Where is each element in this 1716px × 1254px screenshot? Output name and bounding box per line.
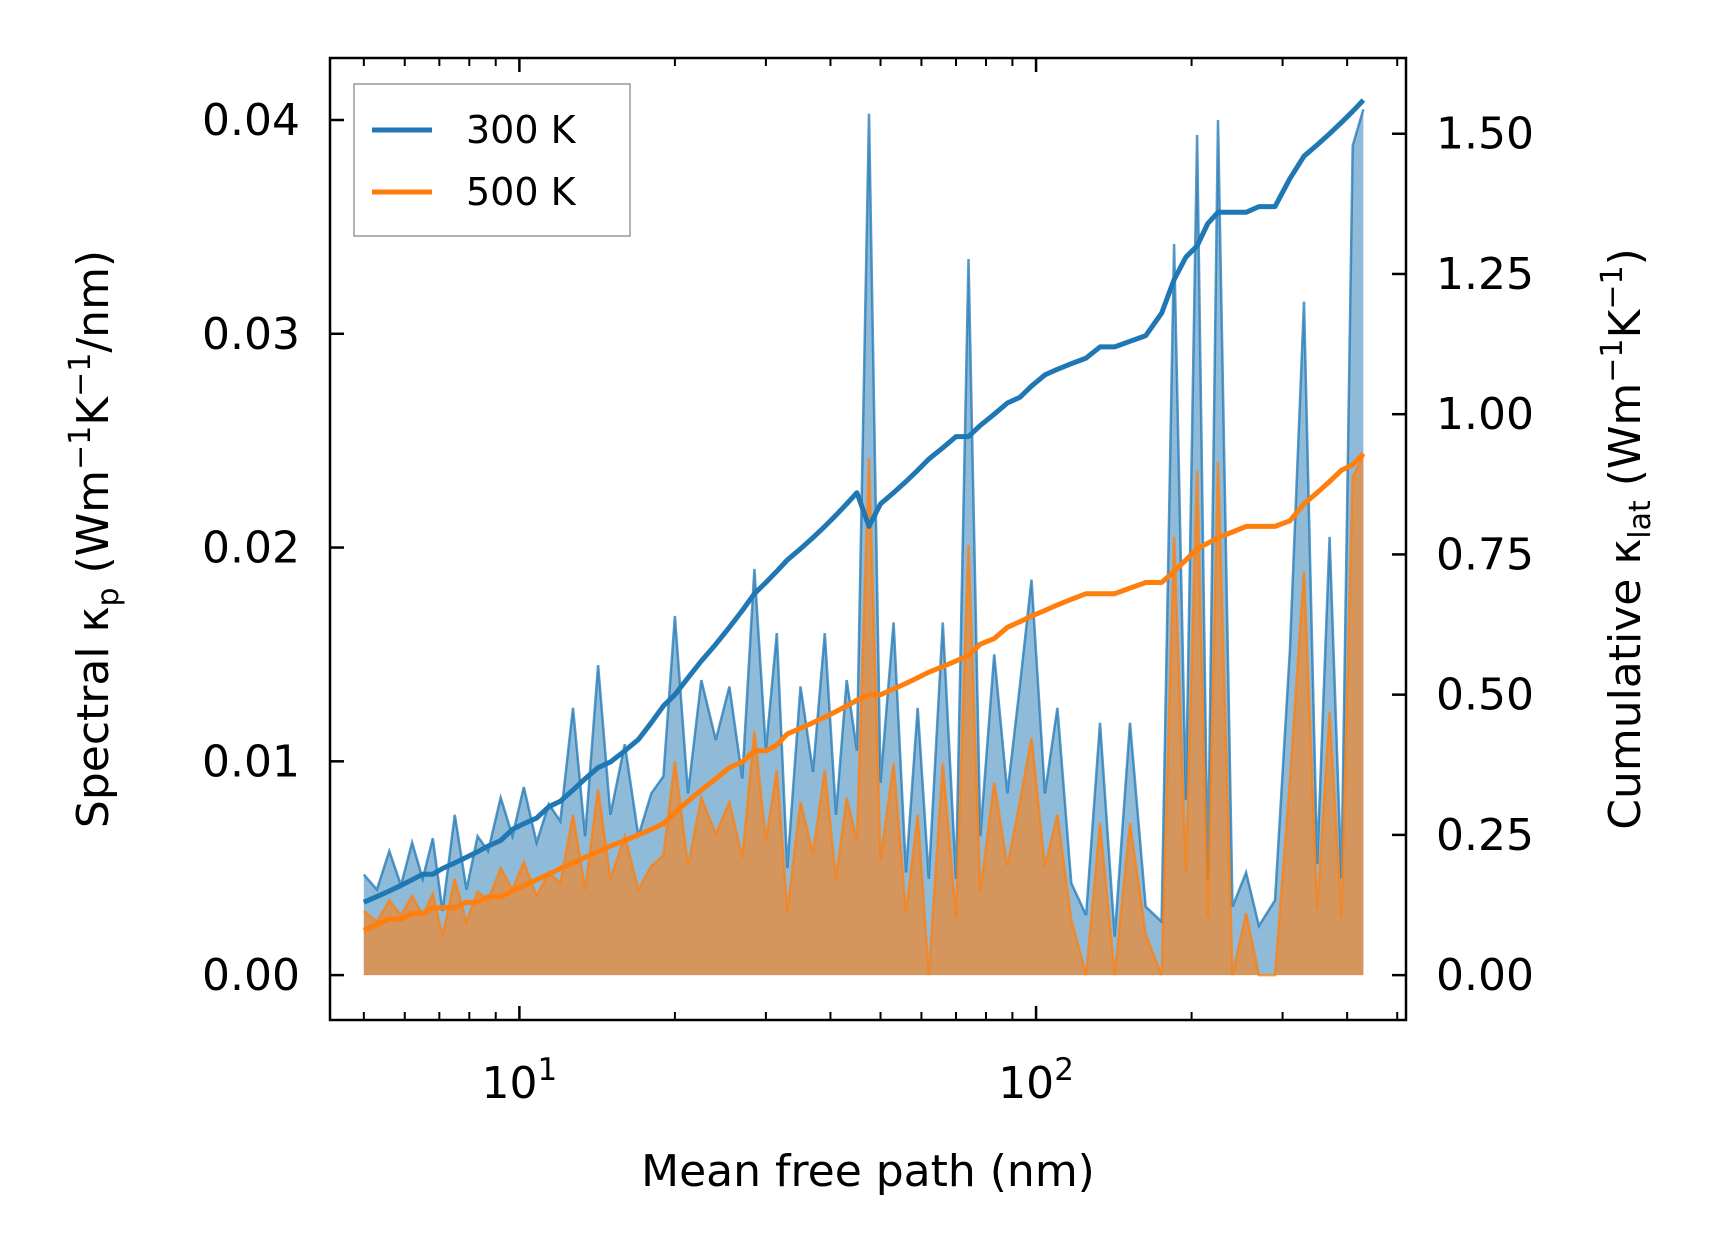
left-y-tick-label: 0.02 (202, 523, 300, 574)
plot-frame (328, 56, 1408, 1022)
cumulative-line-300-k (362, 98, 1366, 905)
cumulative-line-500-k (362, 451, 1366, 933)
right-y-tick-label: 0.25 (1436, 810, 1534, 861)
left-y-tick-label: 0.03 (202, 309, 300, 360)
plot-area (362, 98, 1366, 977)
right-y-tick-label: 1.00 (1436, 389, 1534, 440)
legend-label-500-k: 500 K (466, 170, 577, 214)
right-y-tick-label: 1.25 (1436, 249, 1534, 300)
left-y-tick-label: 0.01 (202, 736, 300, 787)
left-y-tick-label: 0.04 (202, 95, 300, 146)
legend-box (353, 83, 631, 237)
axes: 0.00 0.01 0.02 0.03 0.04 0.00 0.25 0.50 0.75 1.00… (202, 56, 1534, 1109)
left-y-axis-label: Spectral κp (Wm−1K−1/nm) (63, 250, 126, 828)
right-y-tick-label: 1.50 (1436, 109, 1534, 160)
legend: 300 K 500 K (353, 83, 631, 237)
right-y-axis-label: Cumulative κlat (Wm−1K−1) (1595, 248, 1658, 830)
spectral-line-300-k (362, 108, 1365, 937)
right-y-tick-label: 0.50 (1436, 670, 1534, 721)
right-y-tick-label: 0.00 (1436, 950, 1534, 1001)
x-axis-label: Mean free path (nm) (641, 1146, 1095, 1197)
axis-labels: Mean free path (nm) Spectral κp (Wm−1K−1/… (63, 248, 1658, 1197)
right-y-tick-label: 0.75 (1436, 529, 1534, 580)
legend-label-300-k: 300 K (466, 108, 577, 152)
x-tick-label: 101 (482, 1052, 558, 1109)
spectral-fill-500-k (363, 455, 1364, 976)
spectral-line-500-k (363, 455, 1365, 977)
left-y-tick-label: 0.00 (202, 950, 300, 1001)
spectral-fill-300-k (363, 109, 1364, 976)
x-tick-label: 102 (998, 1052, 1074, 1109)
